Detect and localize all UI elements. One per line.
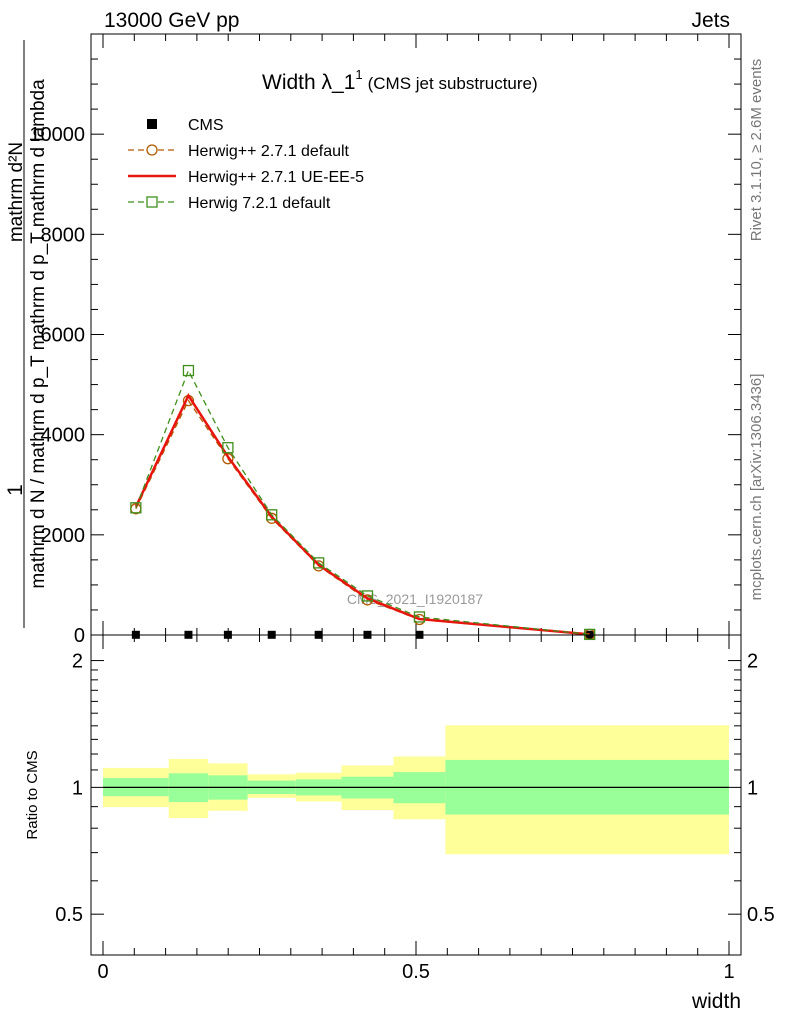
series-point bbox=[413, 611, 426, 623]
x-tick-label: 0 bbox=[97, 961, 108, 983]
series-point bbox=[222, 453, 234, 465]
ratio-y-tick-label-right: 2 bbox=[747, 651, 758, 673]
ratio-y-tick-label: 2 bbox=[72, 651, 83, 673]
series-point bbox=[266, 509, 278, 521]
x-tick-label: 1 bbox=[723, 961, 734, 983]
header-right: Jets bbox=[691, 9, 730, 32]
legend-label: Herwig++ 2.7.1 default bbox=[188, 143, 350, 160]
header-left: 13000 GeV pp bbox=[104, 9, 240, 32]
y-tick-label: 8000 bbox=[41, 224, 86, 246]
y-label-numerator: mathrm d²N bbox=[6, 142, 27, 242]
legend-label: CMS bbox=[188, 117, 224, 134]
ratio-y-tick-label-right: 1 bbox=[747, 777, 758, 799]
y-tick-label: 10000 bbox=[29, 124, 85, 146]
series-point bbox=[584, 628, 596, 641]
y-label-one: 1 bbox=[4, 484, 27, 496]
series-line-2 bbox=[134, 393, 590, 636]
ratio-y-tick-label: 0.5 bbox=[55, 904, 83, 926]
y-tick-label: 6000 bbox=[41, 325, 86, 347]
rivet-version-label: Rivet 3.1.10, ≥ 2.6M events bbox=[748, 59, 765, 242]
y-tick-label: 4000 bbox=[41, 425, 86, 447]
chart-title: Width λ_11 (CMS jet substructure) bbox=[262, 67, 538, 94]
mcplots-source-label: mcplots.cern.ch [arXiv:1306.3436] bbox=[748, 374, 765, 601]
ratio-y-tick-label-right: 0.5 bbox=[747, 904, 775, 926]
series-line-1 bbox=[135, 399, 590, 636]
legend-marker bbox=[146, 196, 158, 208]
series-point bbox=[130, 502, 142, 514]
series-line-3 bbox=[135, 369, 590, 636]
series-point bbox=[222, 442, 234, 454]
series-point bbox=[361, 590, 374, 602]
y-tick-label: 2000 bbox=[41, 525, 86, 547]
y-label-denominator: mathrm d N / mathrm d p_T mathrm d p_T m… bbox=[28, 79, 49, 589]
legend-marker-cms bbox=[147, 119, 157, 129]
series-point bbox=[182, 364, 195, 377]
ratio-y-tick-label: 1 bbox=[72, 777, 83, 799]
y-axis-label: 1 mathrm d²N mathrm d N / mathrm d p_T mat… bbox=[4, 40, 49, 628]
series-point bbox=[313, 557, 325, 569]
x-tick-label: 0.5 bbox=[402, 961, 430, 983]
ratio-y-axis-label: Ratio to CMS bbox=[24, 750, 41, 839]
legend-label: Herwig 7.2.1 default bbox=[188, 195, 331, 212]
legend-marker bbox=[146, 144, 158, 156]
y-tick-label: 0 bbox=[74, 625, 85, 647]
x-axis-label: width bbox=[691, 990, 741, 1013]
legend-label: Herwig++ 2.7.1 UE-EE-5 bbox=[188, 169, 364, 186]
